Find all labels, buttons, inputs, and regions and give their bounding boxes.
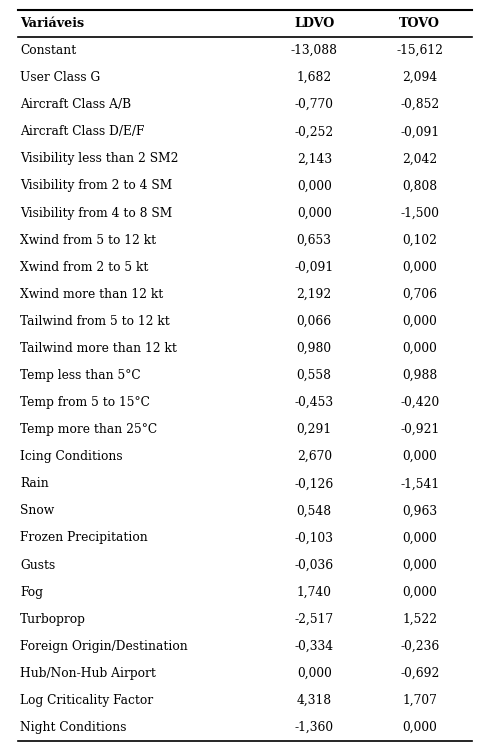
Text: 0,000: 0,000	[402, 559, 437, 572]
Text: 0,808: 0,808	[402, 179, 438, 192]
Text: Turboprop: Turboprop	[20, 613, 86, 626]
Text: Temp less than 5°C: Temp less than 5°C	[20, 369, 141, 382]
Text: 1,522: 1,522	[402, 613, 438, 626]
Text: -0,103: -0,103	[295, 532, 334, 544]
Text: 2,042: 2,042	[402, 152, 438, 165]
Text: Temp from 5 to 15°C: Temp from 5 to 15°C	[20, 396, 150, 409]
Text: Rain: Rain	[20, 478, 49, 490]
Text: Icing Conditions: Icing Conditions	[20, 450, 122, 463]
Text: -0,453: -0,453	[295, 396, 334, 409]
Text: -1,360: -1,360	[295, 721, 334, 734]
Text: 0,963: 0,963	[402, 505, 438, 517]
Text: 0,291: 0,291	[297, 423, 332, 436]
Text: 0,988: 0,988	[402, 369, 438, 382]
Text: 0,000: 0,000	[402, 586, 437, 599]
Text: -0,252: -0,252	[295, 125, 334, 138]
Text: Gusts: Gusts	[20, 559, 55, 572]
Text: Visibility from 4 to 8 SM: Visibility from 4 to 8 SM	[20, 207, 172, 219]
Text: 0,000: 0,000	[402, 450, 437, 463]
Text: -0,126: -0,126	[295, 478, 334, 490]
Text: Xwind from 5 to 12 kt: Xwind from 5 to 12 kt	[20, 234, 156, 246]
Text: Xwind from 2 to 5 kt: Xwind from 2 to 5 kt	[20, 261, 149, 273]
Text: 0,653: 0,653	[297, 234, 332, 246]
Text: Constant: Constant	[20, 44, 76, 57]
Text: Night Conditions: Night Conditions	[20, 721, 126, 734]
Text: 4,318: 4,318	[297, 694, 332, 707]
Text: LDVO: LDVO	[294, 17, 334, 30]
Text: Aircraft Class D/E/F: Aircraft Class D/E/F	[20, 125, 144, 138]
Text: 2,094: 2,094	[402, 71, 438, 84]
Text: 0,000: 0,000	[402, 721, 437, 734]
Text: -2,517: -2,517	[295, 613, 334, 626]
Text: -0,091: -0,091	[400, 125, 439, 138]
Text: 2,143: 2,143	[297, 152, 332, 165]
Text: 2,192: 2,192	[297, 288, 332, 301]
Text: Temp more than 25°C: Temp more than 25°C	[20, 423, 157, 436]
Text: Foreign Origin/Destination: Foreign Origin/Destination	[20, 640, 188, 653]
Text: Log Criticality Factor: Log Criticality Factor	[20, 694, 153, 707]
Text: -13,088: -13,088	[291, 44, 338, 57]
Text: -0,770: -0,770	[295, 98, 334, 111]
Text: 0,000: 0,000	[297, 207, 332, 219]
Text: 0,000: 0,000	[402, 532, 437, 544]
Text: Tailwind more than 12 kt: Tailwind more than 12 kt	[20, 342, 177, 355]
Text: -1,500: -1,500	[400, 207, 439, 219]
Text: Tailwind from 5 to 12 kt: Tailwind from 5 to 12 kt	[20, 315, 170, 328]
Text: 0,548: 0,548	[297, 505, 332, 517]
Text: -0,036: -0,036	[295, 559, 334, 572]
Text: -0,921: -0,921	[400, 423, 439, 436]
Text: -0,236: -0,236	[400, 640, 439, 653]
Text: 2,670: 2,670	[297, 450, 332, 463]
Text: 1,740: 1,740	[297, 586, 332, 599]
Text: Frozen Precipitation: Frozen Precipitation	[20, 532, 148, 544]
Text: 0,000: 0,000	[297, 667, 332, 680]
Text: -0,692: -0,692	[400, 667, 439, 680]
Text: Visibility less than 2 SM2: Visibility less than 2 SM2	[20, 152, 179, 165]
Text: Xwind more than 12 kt: Xwind more than 12 kt	[20, 288, 163, 301]
Text: Variáveis: Variáveis	[20, 17, 84, 30]
Text: 0,000: 0,000	[402, 342, 437, 355]
Text: Hub/Non-Hub Airport: Hub/Non-Hub Airport	[20, 667, 156, 680]
Text: -0,091: -0,091	[295, 261, 334, 273]
Text: 0,000: 0,000	[402, 261, 437, 273]
Text: 0,102: 0,102	[402, 234, 437, 246]
Text: -1,541: -1,541	[400, 478, 439, 490]
Text: 1,682: 1,682	[297, 71, 332, 84]
Text: Fog: Fog	[20, 586, 43, 599]
Text: -0,852: -0,852	[400, 98, 439, 111]
Text: TOVO: TOVO	[399, 17, 440, 30]
Text: 1,707: 1,707	[402, 694, 437, 707]
Text: User Class G: User Class G	[20, 71, 100, 84]
Text: -0,334: -0,334	[295, 640, 334, 653]
Text: -0,420: -0,420	[400, 396, 439, 409]
Text: Visibility from 2 to 4 SM: Visibility from 2 to 4 SM	[20, 179, 172, 192]
Text: 0,066: 0,066	[297, 315, 332, 328]
Text: 0,000: 0,000	[402, 315, 437, 328]
Text: 0,706: 0,706	[402, 288, 437, 301]
Text: 0,000: 0,000	[297, 179, 332, 192]
Text: 0,558: 0,558	[297, 369, 332, 382]
Text: Aircraft Class A/B: Aircraft Class A/B	[20, 98, 131, 111]
Text: 0,980: 0,980	[297, 342, 332, 355]
Text: -15,612: -15,612	[396, 44, 443, 57]
Text: Snow: Snow	[20, 505, 54, 517]
